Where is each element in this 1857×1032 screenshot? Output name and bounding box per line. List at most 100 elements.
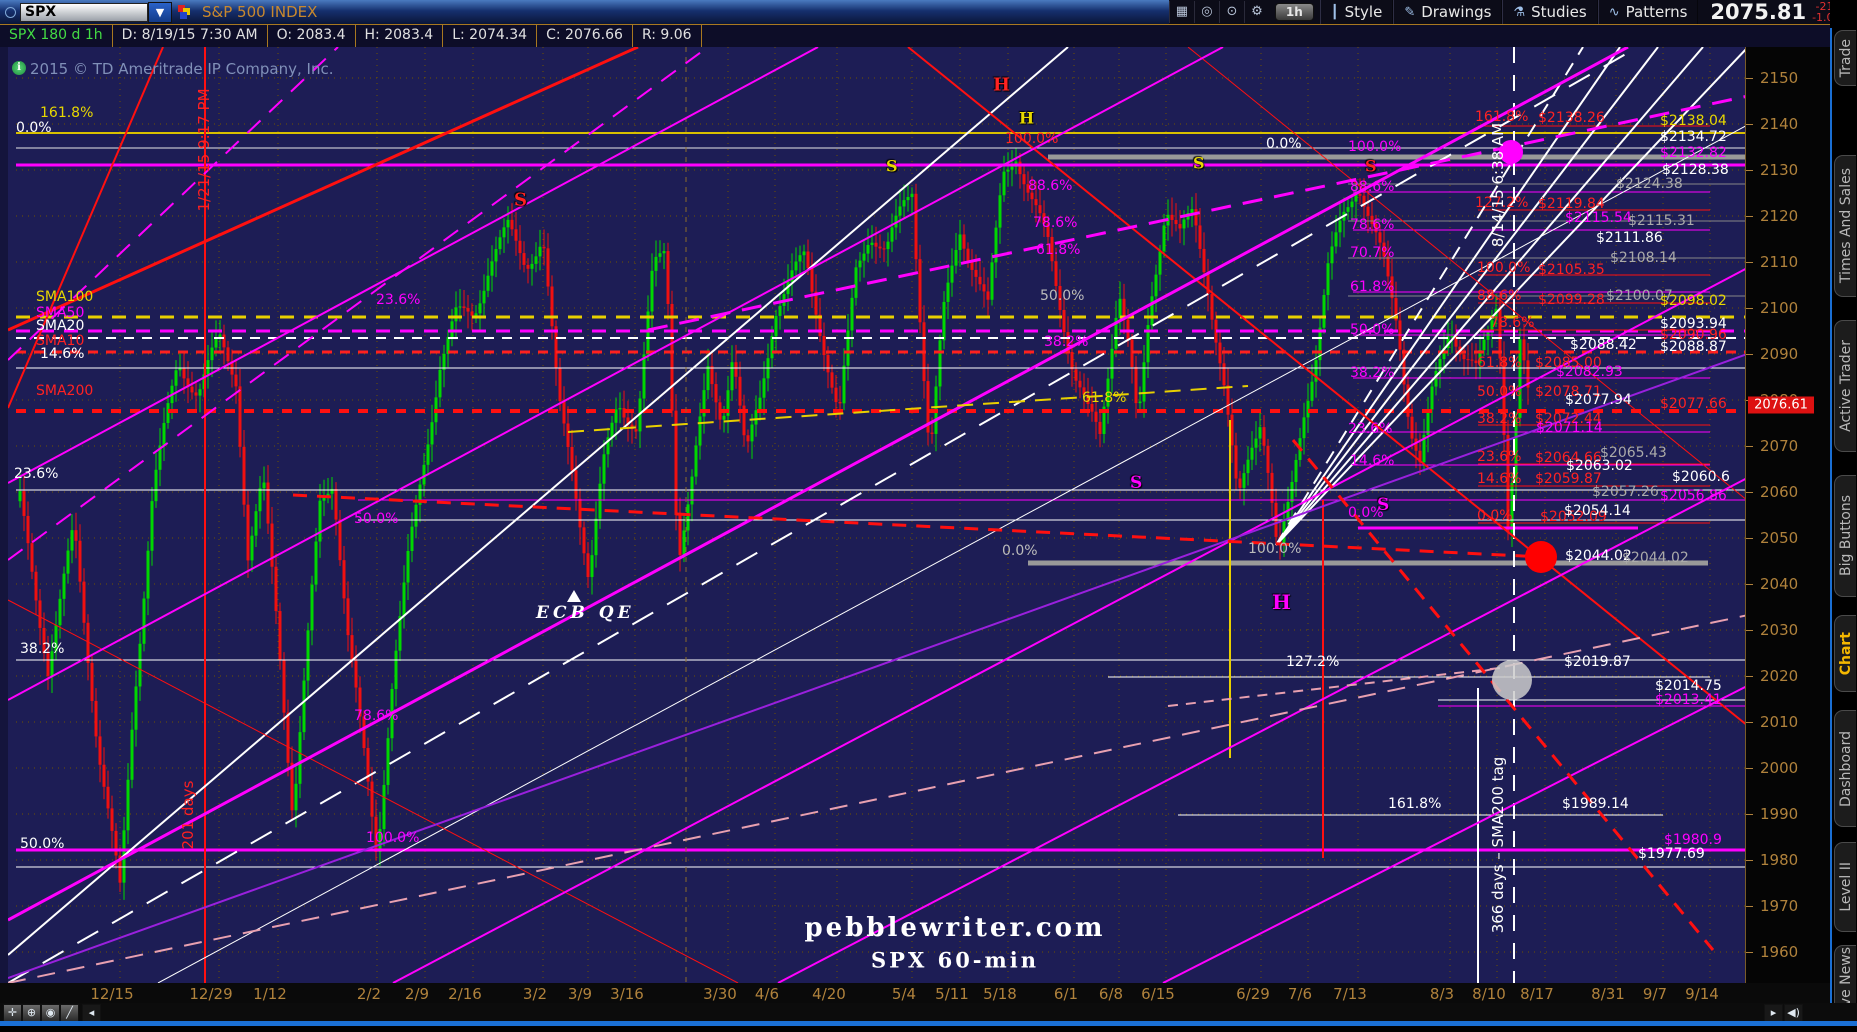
date-axis[interactable]: 12/15 12/29 1/12 2/2 2/9 2/16 3/2 3/9 3/16 3/30 4/… [0,983,1830,1003]
gadget-tab-strip: Trade Times And Sales Active Trader Big But… [1830,0,1857,1032]
timeframe-button[interactable]: 1h [1274,3,1314,21]
pan-icon[interactable]: ✛ [3,1004,22,1022]
patterns-button[interactable]: ∿ Patterns [1597,0,1699,24]
date-label: 1/12 [253,985,287,1003]
axis-price-label: 1990 [1760,805,1799,823]
style-label: Style [1344,3,1383,21]
chart-canvas[interactable] [0,47,1753,983]
axis-tick [1746,262,1753,263]
axis-tick [1746,630,1753,631]
axis-tick [1746,676,1753,677]
date-label: 3/16 [610,985,644,1003]
date-label: 5/11 [935,985,969,1003]
axis-tick [1746,906,1753,907]
date-label: 2/9 [404,985,430,1003]
bottom-toolbar: ✛ ⊕ ◉ ╱ ◂ ▸ ◀) [0,1003,1857,1022]
zoom-in-icon[interactable]: ⊕ [22,1004,41,1022]
date-label: 9/14 [1685,985,1719,1003]
studies-label: Studies [1531,3,1587,21]
target-icon[interactable]: ◎ [1193,1,1219,23]
status-dot-icon [5,6,16,18]
axis-price-label: 2130 [1760,161,1799,179]
date-label: 8/3 [1429,985,1455,1003]
expand-right-icon[interactable]: ▸ [1764,1004,1783,1022]
axis-tick [1746,170,1753,171]
axis-price-label: 2040 [1760,575,1799,593]
titlebar: SPX ▼ S&P 500 INDEX ▦ ◎ ⊙ ⚙ 1h ┃ Style ✎… [0,0,1857,24]
axis-tick [1746,78,1753,79]
axis-tick [1746,124,1753,125]
date-label: 4/6 [754,985,780,1003]
style-button[interactable]: ┃ Style [1319,0,1394,24]
axis-tick [1746,814,1753,815]
chart-svg [8,47,1753,983]
last-price: 2075.81 [1710,0,1807,24]
chart-toolbar: ▦ ◎ ⊙ ⚙ 1h ┃ Style ✎ Drawings ⚗ Studies … [1168,0,1857,24]
date-label: 12/15 [90,985,134,1003]
ohlc-field: O: 2083.4 [268,25,356,48]
symbol-description: S&P 500 INDEX [202,3,318,21]
axis-tick [1746,354,1753,355]
date-label: 2/16 [448,985,482,1003]
axis-price-label: 1960 [1760,943,1799,961]
magnifier-icon[interactable]: ◉ [41,1004,60,1022]
date-label: 8/17 [1520,985,1554,1003]
axis-tick [1746,768,1753,769]
axis-tick [1746,492,1753,493]
ohlc-field: R: 9.06 [633,25,702,48]
draw-line-icon[interactable]: ╱ [60,1004,79,1022]
date-label: 7/13 [1333,985,1367,1003]
ohlc-info-bar: SPX 180 d 1h D: 8/19/15 7:30 AM O: 2083.4 H… [0,24,1857,49]
export-chart-icon[interactable]: ▦ [1168,1,1194,23]
date-label: 4/20 [812,985,846,1003]
price-axis[interactable]: 2150214021302120211021002090208020702060… [1745,47,1831,983]
tab-big-buttons[interactable]: Big Buttons [1834,475,1856,597]
date-label: 7/6 [1287,985,1313,1003]
axis-price-label: 2110 [1760,253,1799,271]
pencil-icon: ✎ [1404,4,1416,20]
symbol-dropdown-arrow-icon[interactable]: ▼ [148,1,172,23]
axis-tick [1746,446,1753,447]
date-label: 2/2 [356,985,382,1003]
axis-price-label: 1980 [1760,851,1799,869]
ohlc-field: L: 2074.34 [443,25,538,48]
axis-tick [1746,860,1753,861]
axis-price-label: 2100 [1760,299,1799,317]
date-label: 8/31 [1591,985,1625,1003]
disc-icon[interactable]: ⊙ [1218,1,1244,23]
tab-trade[interactable]: Trade [1834,30,1856,86]
axis-price-label: 2090 [1760,345,1799,363]
tab-dashboard[interactable]: Dashboard [1834,710,1856,827]
tab-level-ii[interactable]: Level II [1834,842,1856,932]
axis-price-label: 2150 [1760,69,1799,87]
date-label: 5/18 [983,985,1017,1003]
date-label: 8/10 [1472,985,1506,1003]
tab-times-and-sales[interactable]: Times And Sales [1834,155,1856,297]
ohlc-field: C: 2076.66 [537,25,633,48]
date-label: 12/29 [189,985,233,1003]
tab-active-trader[interactable]: Active Trader [1834,320,1856,452]
axis-price-label: 2050 [1760,529,1799,547]
linked-color-squares-icon[interactable] [178,4,194,20]
patterns-label: Patterns [1625,3,1688,21]
ohlc-field: D: 8/19/15 7:30 AM [113,25,268,48]
settings-wrench-icon[interactable]: ⚙ [1243,1,1269,23]
axis-tick [1746,216,1753,217]
studies-button[interactable]: ⚗ Studies [1502,0,1598,24]
date-label: 6/15 [1141,985,1175,1003]
axis-price-label: 2030 [1760,621,1799,639]
wave-pattern-icon: ∿ [1608,4,1620,20]
drawings-button[interactable]: ✎ Drawings [1393,0,1503,24]
window-accent-strip [0,1021,1857,1026]
date-label: 3/9 [567,985,593,1003]
date-label: 6/1 [1053,985,1079,1003]
axis-tick [1746,722,1753,723]
audio-alerts-icon[interactable]: ◀) [1784,1004,1803,1022]
tab-chart[interactable]: Chart [1834,615,1856,692]
date-label: 3/30 [703,985,737,1003]
collapse-left-icon[interactable]: ◂ [82,1004,101,1022]
symbol-input[interactable]: SPX [20,2,148,22]
flask-icon: ⚗ [1513,4,1526,20]
axis-price-label: 2010 [1760,713,1799,731]
